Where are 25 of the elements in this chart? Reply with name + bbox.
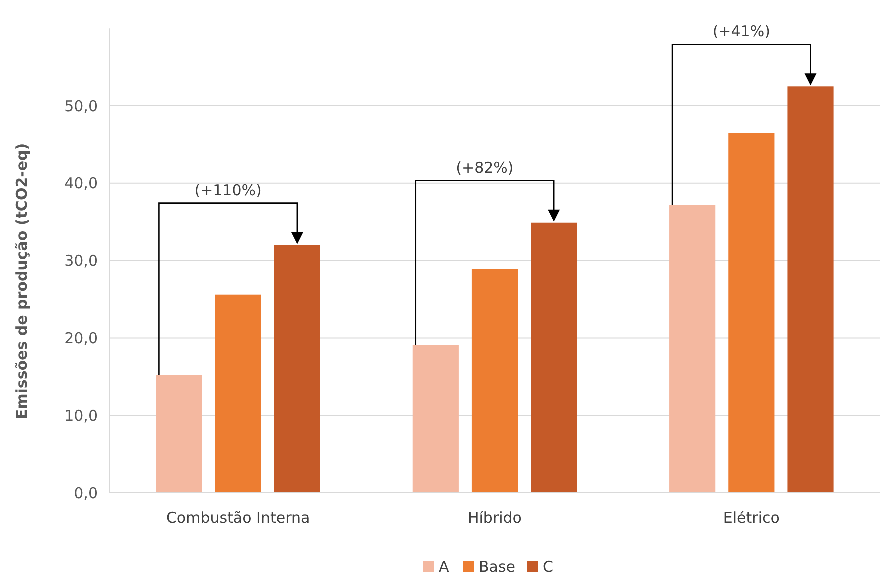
y-tick-label: 30,0 (64, 252, 98, 270)
y-axis-title: Emissões de produção (tCO2-eq) (13, 143, 31, 420)
y-tick-label: 20,0 (64, 329, 98, 348)
bar (156, 375, 202, 493)
legend-label: A (439, 558, 450, 576)
bar (531, 222, 578, 493)
y-tick-label: 0,0 (74, 484, 98, 502)
x-tick-label: Elétrico (723, 509, 780, 527)
bar (274, 245, 320, 493)
annotation: (+82%) (456, 158, 514, 177)
legend-label: Base (479, 558, 516, 576)
x-tick-label: Híbrido (468, 509, 522, 527)
bar (670, 205, 716, 493)
y-tick-label: 10,0 (64, 406, 98, 425)
bar (215, 294, 262, 493)
legend-label: C (543, 558, 554, 576)
annotation: (+41%) (712, 22, 770, 41)
x-tick-label: Combustão Interna (166, 509, 310, 527)
bar (412, 345, 459, 493)
bar (472, 269, 518, 493)
bar (728, 133, 775, 493)
annotation: (+110%) (194, 181, 262, 200)
y-tick-label: 40,0 (64, 174, 98, 193)
y-tick-label: 50,0 (64, 97, 98, 116)
bar (788, 86, 834, 493)
